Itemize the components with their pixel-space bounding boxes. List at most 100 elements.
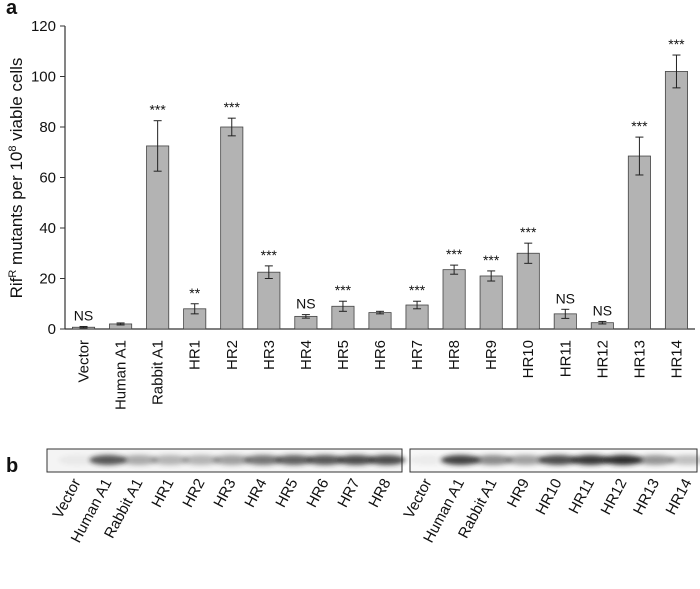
bar	[516, 252, 540, 330]
bar	[257, 271, 281, 330]
blot-band	[120, 455, 158, 465]
x-tick-label: HR13	[631, 340, 648, 378]
error-bar	[264, 265, 273, 279]
significance-label: NS	[296, 296, 315, 312]
x-tick-label: HR9	[483, 340, 500, 370]
lane-label: HR4	[241, 476, 270, 510]
x-tick-label: HR5	[335, 340, 352, 370]
error-bar	[635, 136, 644, 176]
lane-label: HR6	[303, 476, 332, 510]
lane-label: HR9	[504, 476, 533, 510]
blot-band	[473, 455, 513, 465]
error-bar	[116, 322, 125, 326]
significance-label: NS	[593, 302, 612, 318]
blot-band	[603, 455, 643, 465]
y-label-part: viable cells	[7, 58, 26, 146]
error-bar	[227, 117, 236, 137]
bar	[664, 71, 688, 330]
x-tick-label: HR1	[187, 340, 204, 370]
blot-band	[151, 455, 189, 465]
error-bar	[190, 303, 199, 315]
y-label-sup: 8	[7, 145, 19, 151]
bar	[146, 145, 170, 330]
significance-label: **	[189, 285, 200, 301]
blot-band	[571, 455, 610, 465]
x-tick-label: Human A1	[113, 340, 130, 410]
significance-label: ***	[446, 246, 463, 262]
x-tick-label: HR3	[261, 340, 278, 370]
significance-label: NS	[74, 307, 93, 323]
significance-label: ***	[224, 99, 241, 115]
y-label-part: Rif	[7, 277, 26, 298]
x-tick-label: HR6	[372, 340, 389, 370]
x-tick-label: Vector	[76, 340, 93, 383]
y-label-part: mutants per 10	[7, 152, 26, 270]
error-bar	[598, 320, 607, 325]
significance-label: ***	[261, 247, 278, 263]
blot-band	[275, 455, 313, 465]
y-tick-label: 20	[39, 271, 56, 288]
x-tick-label: HR7	[409, 340, 426, 370]
lane-label: HR14	[663, 476, 696, 518]
blot-band	[58, 455, 96, 465]
error-bar	[413, 300, 422, 310]
x-tick-label: HR10	[520, 340, 537, 378]
significance-label: ***	[483, 252, 500, 268]
panel-label: b	[6, 455, 18, 477]
x-tick-label: HR11	[557, 340, 574, 377]
y-label-sup: R	[7, 270, 19, 278]
blot-band	[213, 455, 251, 465]
significance-label: NS	[556, 290, 575, 306]
lane-label: HR13	[630, 476, 663, 518]
blot-band	[306, 455, 344, 465]
y-tick-label: 120	[31, 18, 56, 35]
lane-label: HR12	[598, 476, 631, 518]
error-bar	[672, 54, 681, 89]
blot-band	[668, 455, 700, 465]
lane-label: HR8	[365, 476, 394, 510]
x-tick-label: HR4	[298, 340, 315, 370]
error-bar	[301, 314, 310, 319]
error-bar	[376, 310, 384, 315]
lane-label: HR7	[334, 476, 363, 510]
y-tick-label: 40	[39, 220, 56, 237]
significance-label: ***	[409, 282, 426, 298]
significance-label: ***	[149, 102, 166, 118]
blot-band	[368, 455, 406, 465]
x-tick-label: HR2	[224, 340, 241, 370]
blot-band	[182, 455, 220, 465]
error-bar	[487, 270, 496, 282]
lane-label: HR11	[566, 476, 598, 517]
lane-label: HR1	[148, 476, 177, 510]
significance-label: ***	[631, 118, 648, 134]
y-tick-label: 60	[39, 170, 56, 187]
significance-label: ***	[668, 36, 685, 52]
blot-band	[244, 455, 282, 465]
error-bar	[450, 264, 459, 275]
bar	[368, 312, 392, 330]
significance-label: ***	[335, 282, 352, 298]
y-axis-label: RifR mutants per 108 viable cells	[7, 58, 26, 299]
x-tick-label: Rabbit A1	[150, 340, 167, 405]
x-tick-label: HR12	[594, 340, 611, 378]
lane-label: HR2	[179, 476, 208, 510]
blot-band	[506, 455, 545, 465]
y-tick-label: 0	[48, 321, 56, 338]
blot-band	[337, 455, 375, 465]
blot-band	[408, 455, 448, 465]
bar	[442, 269, 466, 330]
lane-label: HR3	[210, 476, 239, 510]
lane-label: HR5	[272, 476, 301, 510]
error-bar	[561, 308, 570, 319]
blot-band	[89, 455, 127, 465]
x-tick-label: HR8	[446, 340, 463, 370]
error-bar	[153, 120, 162, 172]
significance-label: ***	[520, 224, 537, 240]
blot-band	[636, 455, 675, 465]
y-tick-label: 100	[31, 69, 56, 86]
bar	[627, 155, 651, 330]
error-bar	[79, 325, 88, 329]
bar	[479, 275, 503, 330]
y-tick-label: 80	[39, 119, 56, 136]
